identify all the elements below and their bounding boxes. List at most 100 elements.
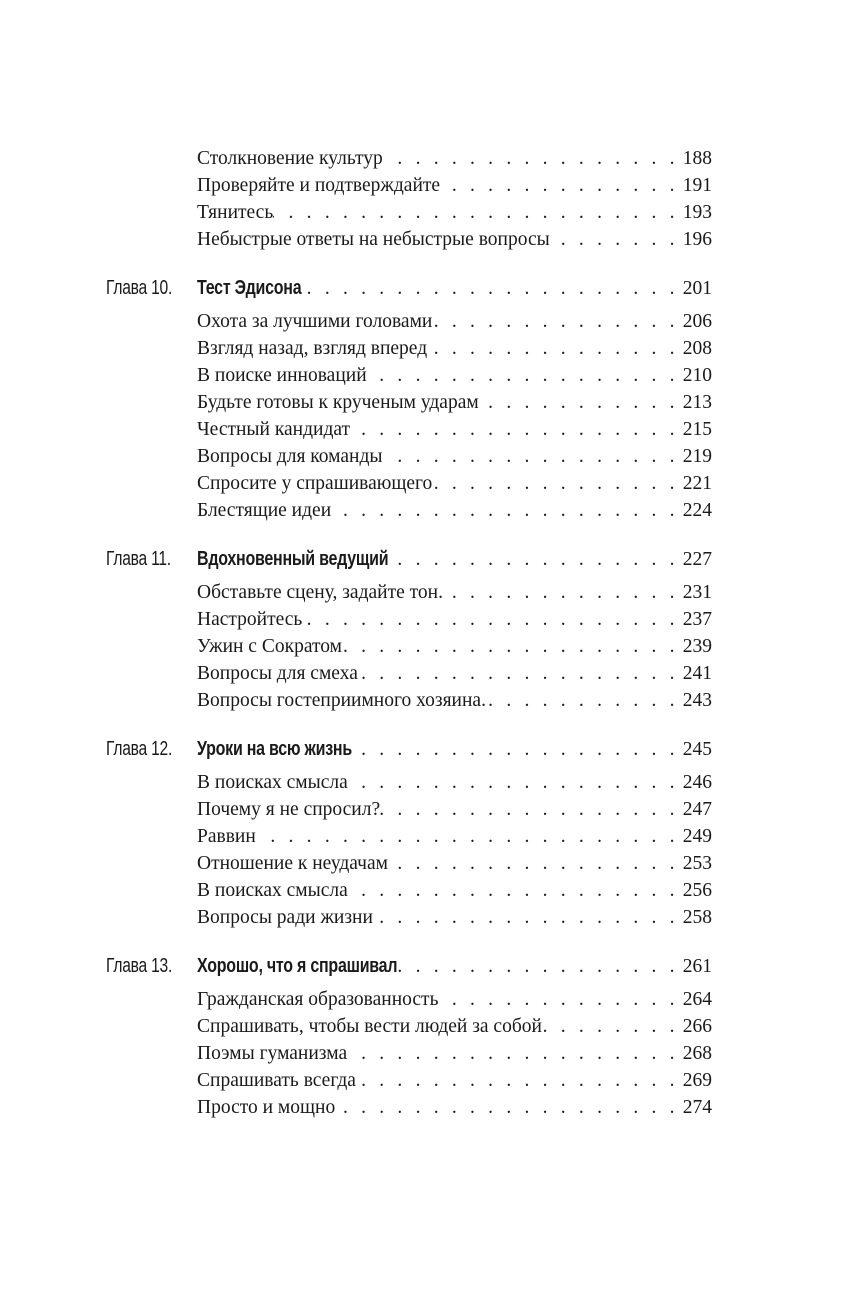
dot-leader (367, 362, 683, 389)
toc-entry: Вопросы гостеприимного хозяина. 243 (197, 687, 712, 714)
page-number: 241 (682, 663, 712, 684)
entry-title: Спросите у спрашивающего (197, 473, 433, 494)
entry-title: Блестящие идеи (197, 500, 332, 521)
dot-leader (273, 199, 683, 226)
toc-entry: Вопросы для смеха 241 (197, 660, 712, 687)
toc-entry: В поиске инноваций 210 (197, 362, 712, 389)
page-number: 256 (682, 880, 712, 901)
page-number: 274 (682, 1097, 712, 1118)
chapter-entry: Глава 13. Хорошо, что я спрашивал 261 (106, 953, 712, 980)
entry-title: В поиске инноваций (197, 365, 367, 386)
dot-leader (550, 226, 683, 253)
entry-title: Почему я не спросил? (197, 799, 381, 820)
toc-entry: Гражданская образованность 264 (197, 986, 712, 1013)
page-number: 231 (682, 582, 712, 603)
entry-title: Вопросы для смеха (197, 663, 358, 684)
dot-leader (432, 308, 682, 335)
toc-entry: Раввин 249 (197, 823, 712, 850)
page-number: 269 (682, 1070, 712, 1091)
dot-leader (301, 275, 683, 302)
dot-leader (383, 145, 683, 172)
chapter-label-wrap: Глава 11. (106, 546, 197, 574)
page-number: 224 (682, 500, 712, 521)
page-number: 266 (682, 1016, 712, 1037)
toc-entry: Будьте готовы к крученым ударам 213 (197, 389, 712, 416)
page-number: 261 (682, 956, 712, 977)
dot-leader (373, 904, 683, 931)
entry-title: Ужин с Сократом (197, 636, 342, 657)
page-number: 249 (682, 826, 712, 847)
toc-entry: Вопросы для команды 219 (197, 443, 712, 470)
entry-title: Вопросы гостеприимного хозяина. (197, 690, 486, 711)
chapter-title: Вдохновенный ведущий (197, 548, 389, 570)
page-number: 264 (682, 989, 712, 1010)
dot-leader (356, 1067, 683, 1094)
page-number: 243 (682, 690, 712, 711)
dot-leader (348, 769, 683, 796)
entry-title: Отношение к неудачам (197, 853, 388, 874)
dot-leader (383, 443, 683, 470)
chapter-label: Глава 12. (106, 738, 173, 760)
dot-leader (479, 389, 683, 416)
page-number: 206 (682, 311, 712, 332)
dot-leader (486, 687, 683, 714)
toc-entry: Вопросы ради жизни 258 (197, 904, 712, 931)
entry-title: Обставьте сцену, задайте тон. (197, 582, 443, 603)
chapter-label-wrap: Глава 10. (106, 275, 197, 303)
toc-entry: Поэмы гуманизма 268 (197, 1040, 712, 1067)
page-number: 237 (682, 609, 712, 630)
entry-title: Небыстрые ответы на небыстрые вопросы (197, 229, 550, 250)
toc-entry: Спрашивать, чтобы вести людей за собой 26… (197, 1013, 712, 1040)
entry-title: Спрашивать, чтобы вести людей за собой (197, 1016, 542, 1037)
page-number: 208 (682, 338, 712, 359)
page-number: 201 (682, 278, 712, 299)
page-number: 246 (682, 772, 712, 793)
toc-entry: Обставьте сцену, задайте тон. 231 (197, 579, 712, 606)
chapter-label-wrap: Глава 13. (106, 953, 197, 981)
entry-title: В поисках смысла (197, 880, 348, 901)
dot-leader (256, 823, 683, 850)
page-number: 188 (682, 148, 712, 169)
page-number: 219 (682, 446, 712, 467)
dot-leader (335, 1094, 683, 1121)
page-number: 213 (682, 392, 712, 413)
dot-leader (302, 606, 682, 633)
dot-leader (432, 470, 683, 497)
page-number: 227 (682, 549, 712, 570)
entry-title: Вопросы для команды (197, 446, 383, 467)
dot-leader (388, 546, 683, 573)
entry-title: Настройтесь (197, 609, 303, 630)
toc-entry: Тянитесь 193 (197, 199, 712, 226)
table-of-contents: Столкновение культур 188 Проверяйте и подт… (0, 145, 862, 1121)
toc-entry: В поисках смысла 256 (197, 877, 712, 904)
entry-title: Поэмы гуманизма (197, 1043, 348, 1064)
page-number: 196 (682, 229, 712, 250)
page-number: 268 (682, 1043, 712, 1064)
page-number: 215 (682, 419, 712, 440)
toc-entry: В поисках смысла 246 (197, 769, 712, 796)
chapter-title-wrap: Хорошо, что я спрашивал (197, 953, 398, 981)
toc-entry: Спрашивать всегда 269 (197, 1067, 712, 1094)
toc-entry: Взгляд назад, взгляд вперед 208 (197, 335, 712, 362)
chapter-label: Глава 11. (106, 548, 171, 570)
chapter-label-wrap: Глава 12. (106, 736, 197, 764)
entry-title: Просто и мощно (197, 1097, 336, 1118)
page-number: 221 (682, 473, 712, 494)
dot-leader (542, 1013, 683, 1040)
entry-title: Вопросы ради жизни (197, 907, 373, 928)
toc-entry: Отношение к неудачам 253 (197, 850, 712, 877)
dot-leader (427, 335, 683, 362)
toc-entry: Почему я не спросил? 247 (197, 796, 712, 823)
dot-leader (388, 850, 683, 877)
dot-leader (443, 579, 683, 606)
entry-title: Раввин (197, 826, 256, 847)
dot-leader (331, 497, 683, 524)
entry-title: В поисках смысла (197, 772, 348, 793)
page-number: 245 (682, 739, 712, 760)
entry-title: Взгляд назад, взгляд вперед (197, 338, 428, 359)
toc-entry: Столкновение культур 188 (197, 145, 712, 172)
page-number: 258 (682, 907, 712, 928)
chapter-title-wrap: Вдохновенный ведущий (197, 546, 389, 574)
page-number: 191 (682, 175, 712, 196)
dot-leader (350, 416, 683, 443)
